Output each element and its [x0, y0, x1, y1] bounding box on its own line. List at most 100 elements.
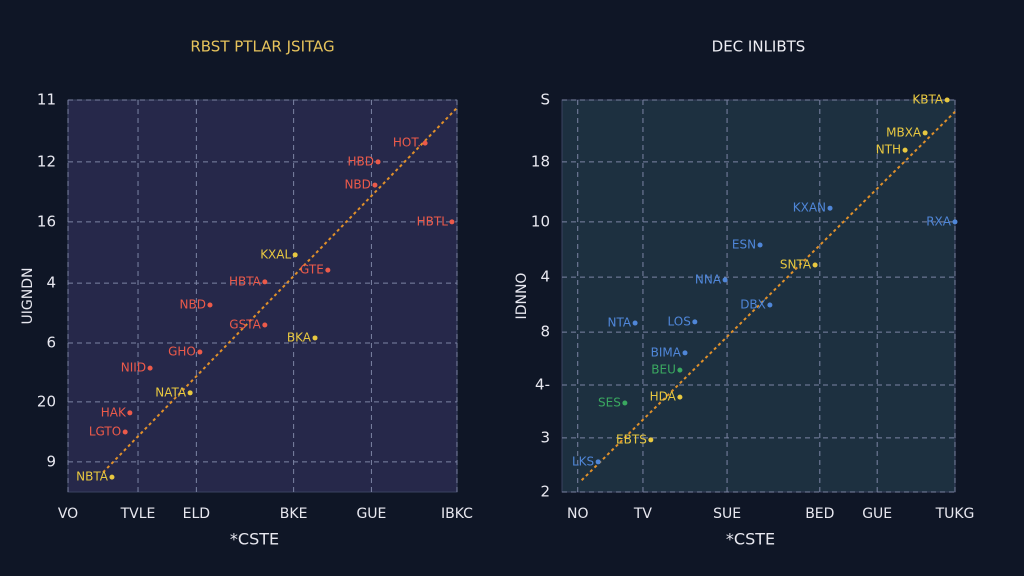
- point-label: MBXA: [886, 125, 922, 139]
- x-tick-label: TVLE: [120, 506, 156, 522]
- trend-line: [102, 107, 458, 474]
- x-tick-label: BKE: [280, 506, 308, 522]
- point: [692, 319, 698, 325]
- point: [422, 140, 428, 146]
- y-tick-label: 16: [37, 212, 56, 230]
- point-label: LOS: [668, 314, 691, 328]
- x-tick-label: TUKG: [935, 506, 975, 522]
- point: [767, 302, 773, 308]
- y-tick-label: 2: [540, 483, 550, 501]
- point-label: NIID: [121, 361, 146, 375]
- point: [677, 394, 683, 400]
- y-tick-label: 8: [540, 323, 550, 341]
- point: [187, 390, 193, 396]
- point: [122, 429, 128, 435]
- y-tick-label: 3: [540, 428, 550, 446]
- point: [677, 367, 683, 373]
- x-tick-label: IBKC: [441, 506, 473, 522]
- point: [262, 279, 268, 285]
- x-tick-label: NO: [567, 506, 589, 522]
- point: [197, 349, 203, 355]
- chart-title: DEC INLIBTS: [712, 38, 806, 56]
- point-label: NATA: [155, 385, 187, 399]
- y-tick-label: 18: [531, 152, 550, 170]
- point-label: HBD: [348, 154, 375, 168]
- y-axis-label: UIGNDN: [20, 268, 36, 325]
- point-label: HBTA: [229, 274, 262, 288]
- point-label: NTH: [876, 143, 901, 157]
- point: [207, 302, 213, 308]
- y-tick-label: 10: [531, 212, 550, 230]
- y-tick-label: 4-: [535, 375, 550, 393]
- point-label: SES: [598, 396, 621, 410]
- x-tick-label: BED: [805, 506, 834, 522]
- x-axis-label: *CSTE: [726, 530, 775, 549]
- point: [292, 252, 298, 258]
- point-label: GSTA: [229, 318, 261, 332]
- point: [127, 410, 133, 416]
- point: [952, 219, 958, 225]
- point-label: KBTA: [912, 93, 944, 107]
- point-label: GTE: [300, 263, 324, 277]
- y-tick-label: 6: [46, 334, 56, 352]
- y-tick-label: 12: [37, 152, 56, 170]
- x-tick-label: GUE: [356, 506, 386, 522]
- point: [312, 335, 318, 341]
- x-tick-label: SUE: [713, 506, 741, 522]
- point: [449, 219, 455, 225]
- y-tick-label: 4: [46, 274, 56, 292]
- point-label: DBX: [740, 298, 766, 312]
- point: [682, 350, 688, 356]
- y-tick-label: 4: [540, 268, 550, 286]
- point: [812, 262, 818, 268]
- point-label: NBD: [344, 178, 370, 192]
- y-tick-label: 11: [37, 91, 56, 109]
- x-tick-label: TV: [633, 506, 653, 522]
- point-label: KXAL: [260, 247, 291, 261]
- point-label: HDA: [650, 390, 677, 404]
- x-axis-label: *CSTE: [230, 530, 279, 549]
- y-tick-label: 20: [37, 392, 56, 410]
- point-label: GHO: [168, 345, 196, 359]
- point: [372, 182, 378, 188]
- chart-title: RBST PTLAR JSITAG: [190, 38, 334, 56]
- point-label: RXA: [926, 214, 952, 228]
- x-tick-label: VO: [58, 506, 78, 522]
- point: [922, 130, 928, 136]
- point-label: HOT.: [393, 136, 421, 150]
- y-tick-label: 9: [46, 452, 56, 470]
- point: [722, 277, 728, 283]
- point: [944, 97, 950, 103]
- point-label: NNA: [695, 272, 722, 286]
- point: [375, 159, 381, 165]
- plot-area: [561, 99, 956, 493]
- point-label: NTA: [608, 316, 632, 330]
- point-label: BEU: [651, 363, 676, 377]
- point: [622, 400, 628, 406]
- y-axis-label: IDNNO: [514, 273, 530, 320]
- point: [902, 147, 908, 153]
- point-label: HBTL: [417, 214, 449, 228]
- y-tick-label: S: [540, 91, 550, 109]
- point: [595, 459, 601, 465]
- point-label: BIMA: [651, 345, 682, 359]
- point: [827, 205, 833, 211]
- point: [648, 437, 654, 443]
- point: [147, 365, 153, 371]
- point-label: LGTO: [89, 425, 121, 439]
- point: [109, 474, 115, 480]
- point-label: NBTA: [76, 470, 109, 484]
- x-tick-label: GUE: [862, 506, 892, 522]
- point-label: BKA: [287, 330, 312, 344]
- point-label: KXAN: [793, 201, 826, 215]
- point-label: HAK: [101, 405, 127, 419]
- point: [262, 322, 268, 328]
- point: [632, 320, 638, 326]
- point-label: EBTS: [616, 432, 647, 446]
- plot-area: [67, 99, 458, 493]
- point-label: NBD: [180, 298, 206, 312]
- point-label: LKS: [572, 454, 594, 468]
- point-label: SNTA: [780, 258, 812, 272]
